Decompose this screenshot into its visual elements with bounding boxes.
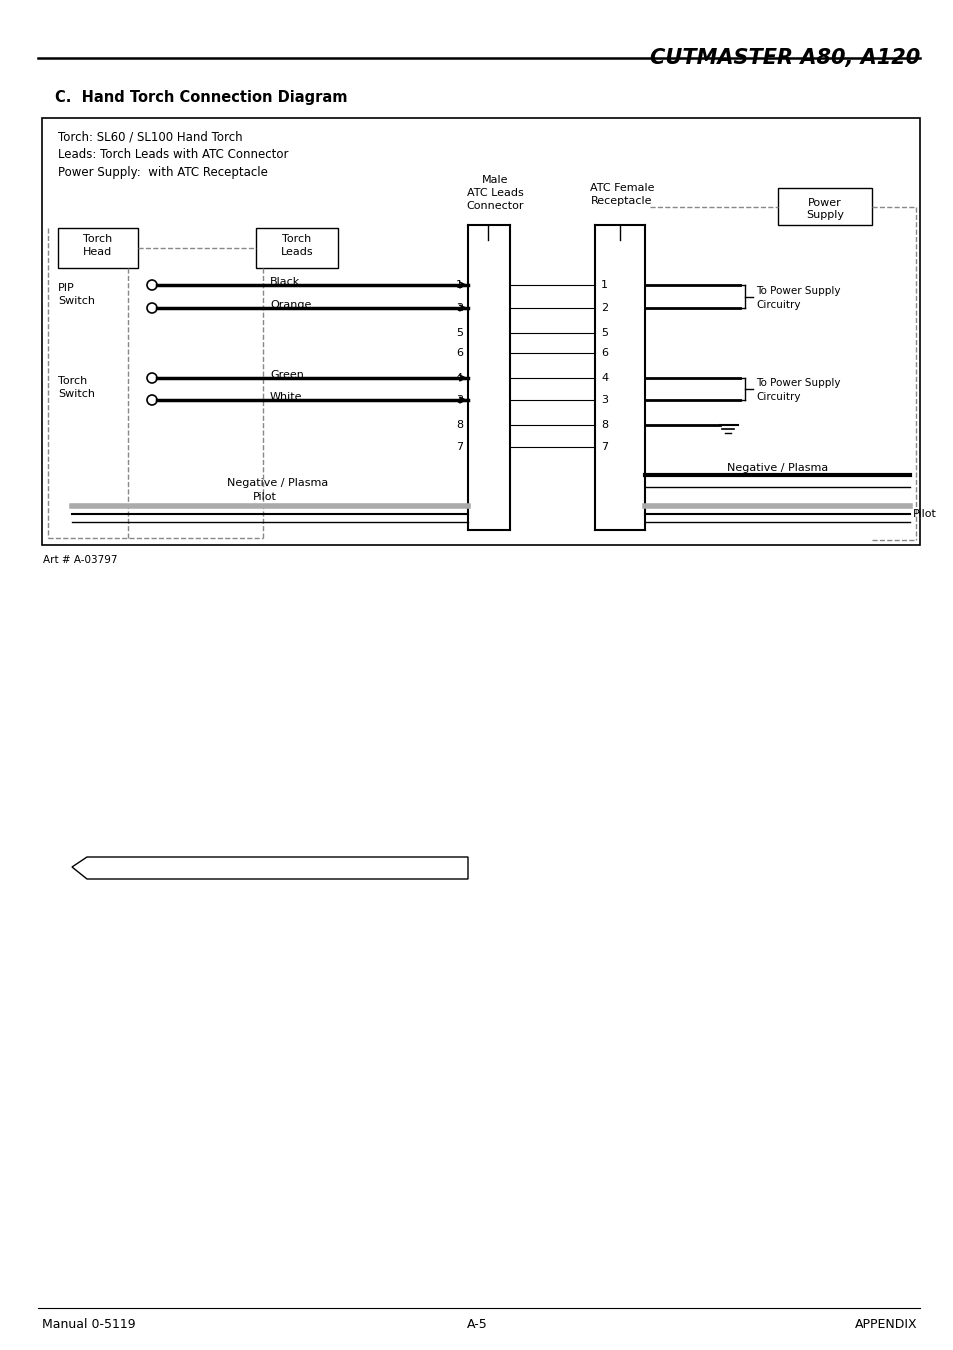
Text: Pilot: Pilot — [912, 509, 936, 518]
Text: 2: 2 — [456, 302, 462, 313]
Text: PIP: PIP — [58, 284, 74, 293]
Text: Switch: Switch — [58, 389, 95, 400]
Text: C.  Hand Torch Connection Diagram: C. Hand Torch Connection Diagram — [55, 90, 347, 105]
Text: White: White — [270, 392, 302, 402]
Text: Manual 0-5119: Manual 0-5119 — [42, 1318, 135, 1331]
Polygon shape — [71, 857, 468, 879]
Text: APPENDIX: APPENDIX — [855, 1318, 917, 1331]
Text: 4: 4 — [456, 373, 462, 383]
Text: Art # A-03797: Art # A-03797 — [43, 555, 117, 566]
Text: Orange: Orange — [270, 300, 311, 310]
Text: Pilot: Pilot — [253, 491, 276, 502]
Bar — [255, 228, 337, 269]
Text: Power Supply:  with ATC Receptacle: Power Supply: with ATC Receptacle — [58, 166, 268, 180]
Text: 4: 4 — [600, 373, 607, 383]
Text: ATC Leads: ATC Leads — [466, 188, 523, 198]
Text: Male: Male — [481, 176, 508, 185]
Text: 3: 3 — [456, 396, 462, 405]
Text: ATC Female: ATC Female — [589, 184, 654, 193]
Text: 6: 6 — [456, 348, 462, 358]
Text: Circuitry: Circuitry — [755, 300, 800, 309]
Text: Black: Black — [270, 277, 300, 288]
Text: Supply: Supply — [805, 211, 843, 220]
Text: 3: 3 — [600, 396, 607, 405]
Text: Switch: Switch — [58, 296, 95, 306]
Text: Connector: Connector — [466, 201, 523, 211]
Text: 7: 7 — [600, 441, 607, 452]
Text: Torch: SL60 / SL100 Hand Torch: Torch: SL60 / SL100 Hand Torch — [58, 130, 242, 143]
Text: Torch: Torch — [58, 377, 87, 386]
Bar — [58, 228, 138, 269]
Text: 2: 2 — [600, 302, 607, 313]
Text: 1: 1 — [600, 279, 607, 290]
Text: Torch: Torch — [282, 234, 312, 244]
Text: Circuitry: Circuitry — [755, 392, 800, 402]
Bar — [778, 188, 871, 225]
Text: Receptacle: Receptacle — [591, 196, 652, 207]
Text: Power: Power — [807, 198, 841, 208]
Text: A-5: A-5 — [466, 1318, 487, 1331]
Text: 1: 1 — [456, 279, 462, 290]
Text: Leads: Torch Leads with ATC Connector: Leads: Torch Leads with ATC Connector — [58, 148, 288, 161]
Text: 5: 5 — [456, 328, 462, 338]
Bar — [42, 117, 919, 545]
Text: 8: 8 — [456, 420, 462, 431]
Text: Leads: Leads — [280, 247, 313, 256]
Text: 5: 5 — [600, 328, 607, 338]
Text: To Power Supply: To Power Supply — [755, 378, 840, 387]
Text: Negative / Plasma: Negative / Plasma — [227, 478, 328, 487]
Text: Head: Head — [83, 247, 112, 256]
Text: Torch: Torch — [83, 234, 112, 244]
Text: 8: 8 — [600, 420, 607, 431]
Text: CUTMASTER A80, A120: CUTMASTER A80, A120 — [649, 49, 919, 68]
Text: Negative / Plasma: Negative / Plasma — [726, 463, 827, 472]
Text: 7: 7 — [456, 441, 462, 452]
Text: Green: Green — [270, 370, 304, 379]
Text: 6: 6 — [600, 348, 607, 358]
Text: To Power Supply: To Power Supply — [755, 285, 840, 296]
